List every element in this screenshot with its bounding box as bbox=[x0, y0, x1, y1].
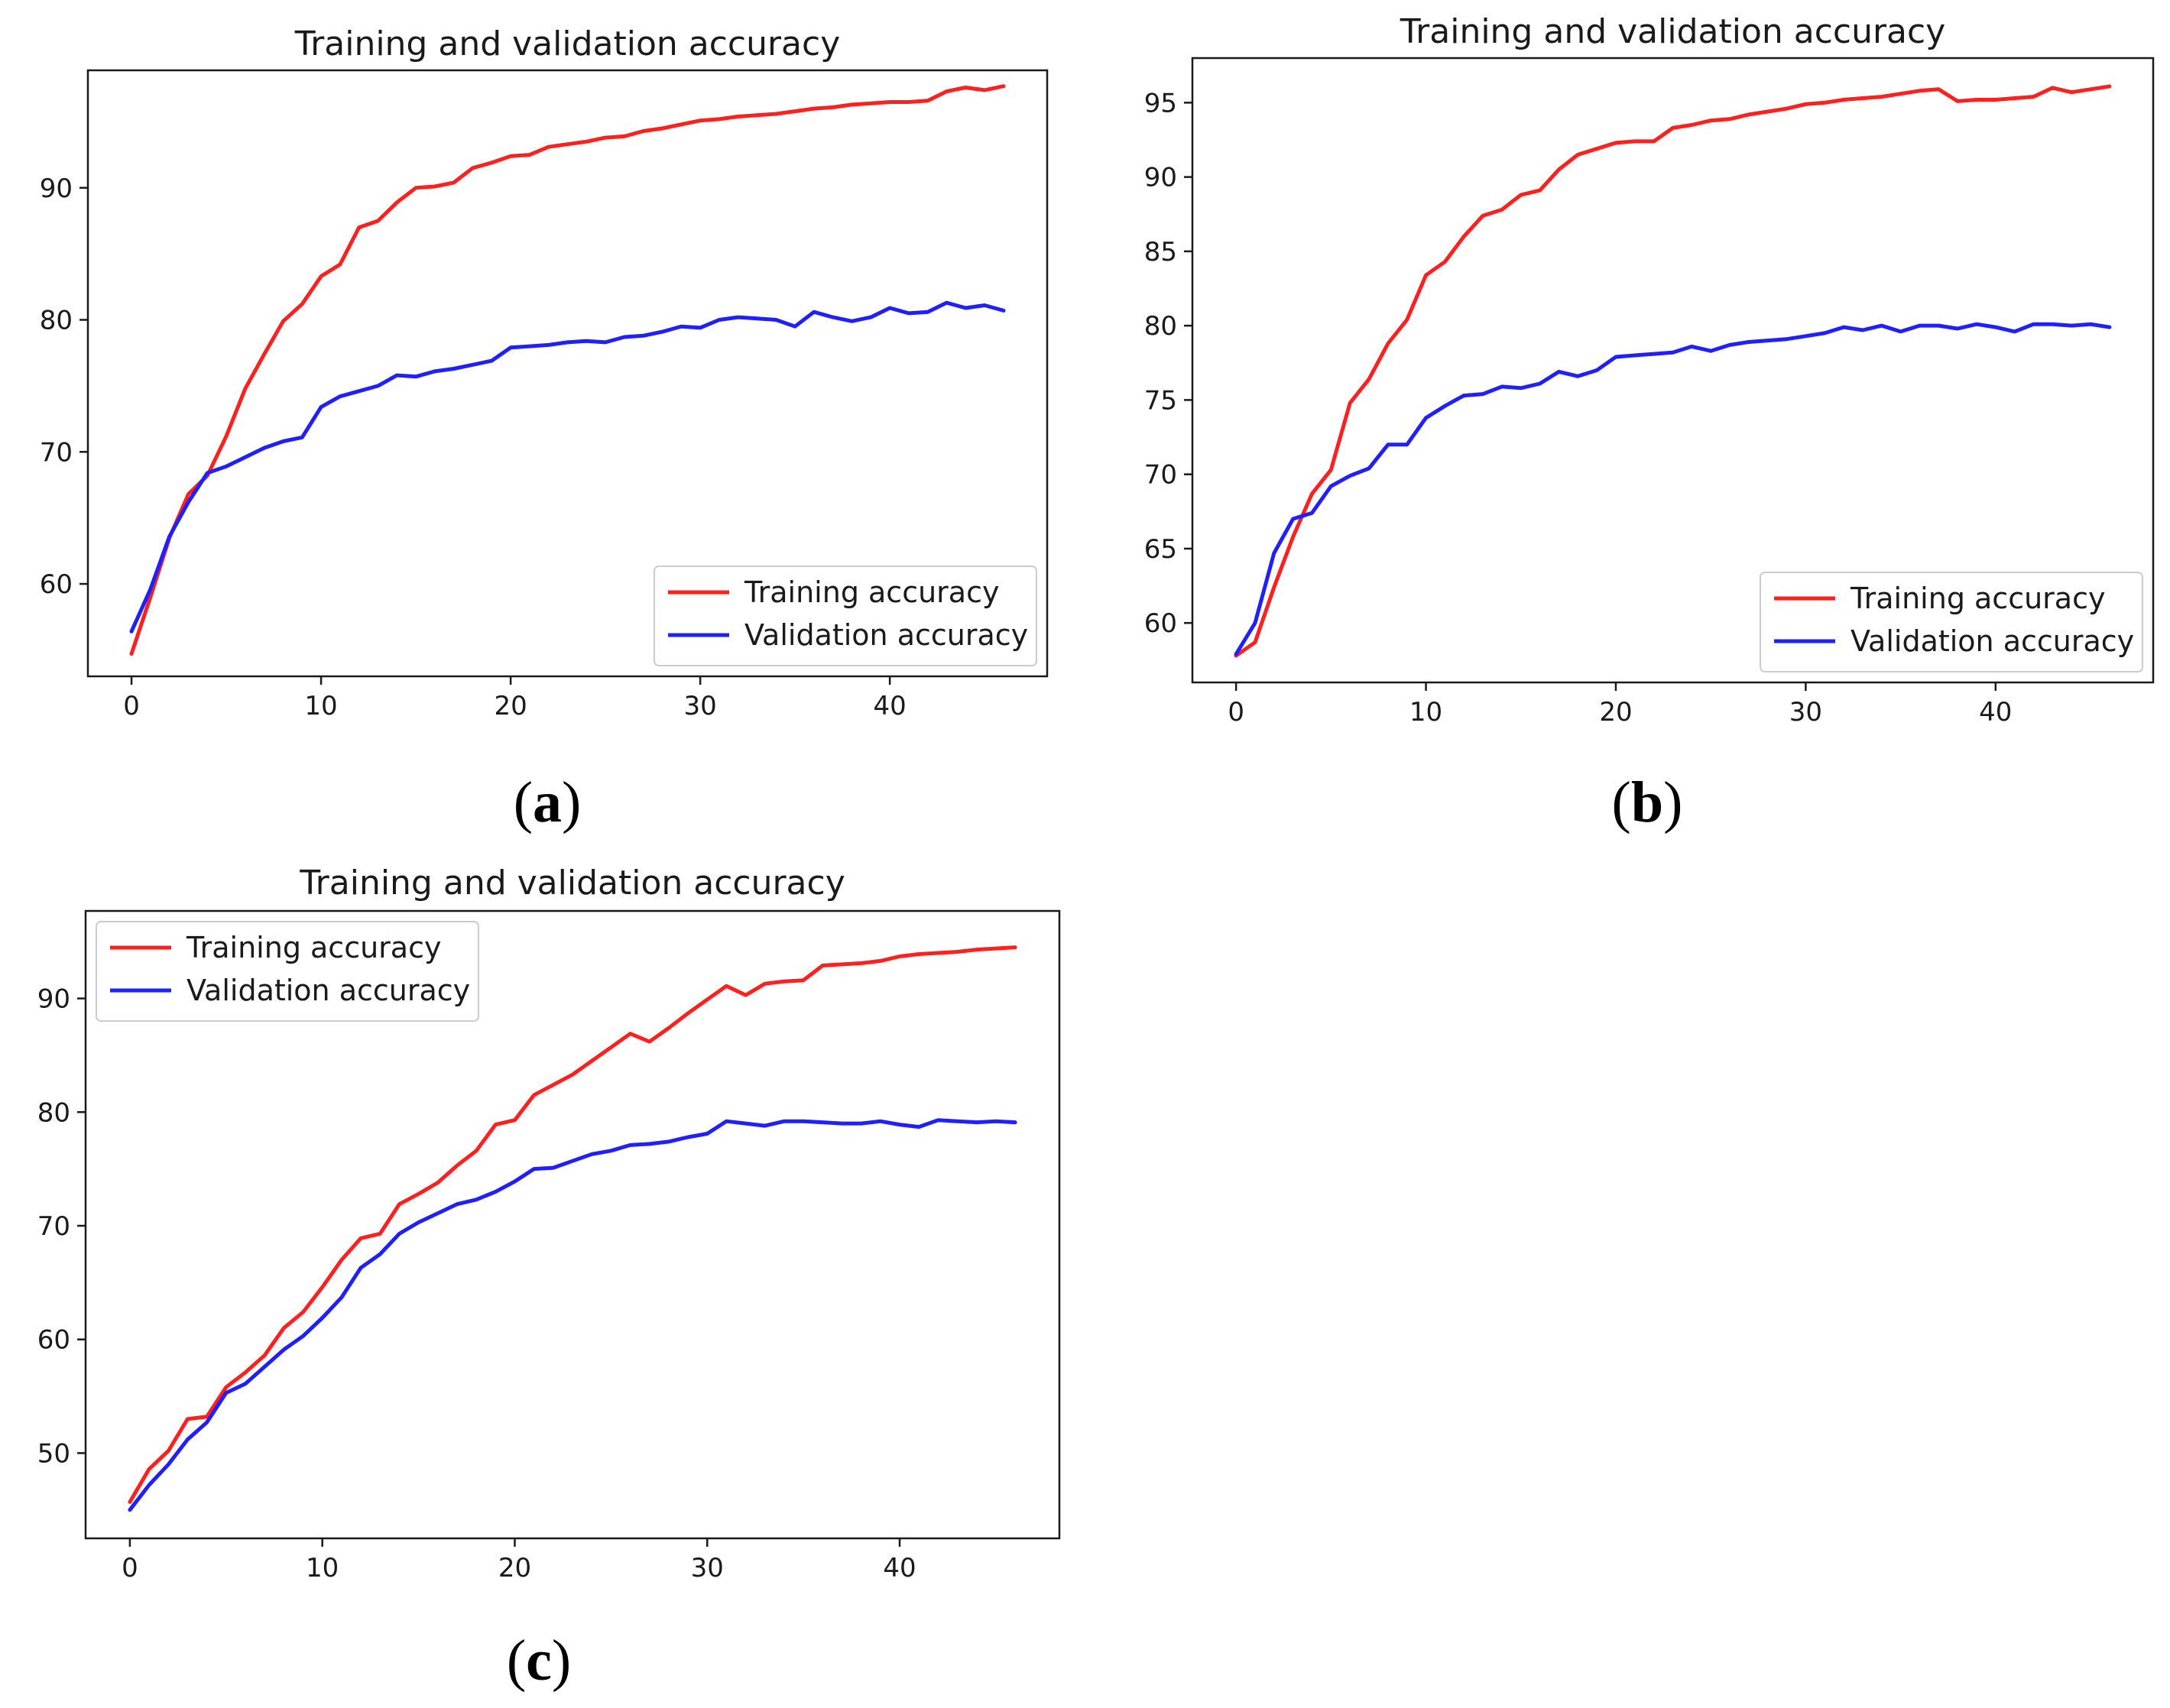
chart-panel-a: Training and validation accuracy 0 10 20 30 4… bbox=[40, 24, 1049, 835]
legend-label: Validation accuracy bbox=[1851, 624, 2134, 658]
x-tick-label: 30 bbox=[683, 691, 716, 721]
legend: Training accuracy Validation accuracy bbox=[1760, 572, 2143, 673]
panel-label-letter: c bbox=[526, 1629, 552, 1693]
panel-label-close-paren: ) bbox=[562, 770, 581, 835]
series-line-validation bbox=[129, 300, 1006, 634]
legend-box bbox=[96, 921, 479, 1022]
y-tick-label: 70 bbox=[40, 437, 73, 468]
y-tick-label: 50 bbox=[37, 1438, 70, 1469]
y-tick-label: 95 bbox=[1144, 88, 1177, 118]
legend-label: Training accuracy bbox=[186, 931, 441, 964]
panel-label-letter: b bbox=[1631, 770, 1663, 835]
y-tick-label: 90 bbox=[37, 984, 70, 1015]
legend: Training accuracy Validation accuracy bbox=[654, 566, 1037, 666]
panel-label: (c) bbox=[507, 1629, 571, 1693]
panel-label: (b) bbox=[1612, 770, 1683, 835]
y-tick-label: 75 bbox=[1144, 385, 1177, 416]
panel-label: (a) bbox=[514, 770, 582, 835]
legend-box bbox=[654, 566, 1037, 666]
x-tick-label: 20 bbox=[498, 1553, 531, 1583]
y-tick-label: 90 bbox=[40, 173, 73, 204]
panel-label-close-paren: ) bbox=[552, 1629, 571, 1693]
panel-label-close-paren: ) bbox=[1663, 770, 1682, 835]
legend-label: Training accuracy bbox=[744, 575, 999, 609]
x-tick-label: 10 bbox=[1409, 697, 1442, 728]
y-tick-label: 80 bbox=[1144, 311, 1177, 342]
x-tick-label: 30 bbox=[691, 1553, 724, 1583]
chart-panel-b: Training and validation accuracy 0 10 20 30 4… bbox=[1144, 12, 2155, 835]
plot-frame bbox=[84, 909, 1061, 1540]
panel-label-letter: a bbox=[533, 770, 562, 835]
x-tick-label: 20 bbox=[494, 691, 527, 721]
y-tick-label: 90 bbox=[1144, 163, 1177, 193]
y-tick-label: 85 bbox=[1144, 237, 1177, 267]
x-tick-label: 10 bbox=[304, 691, 337, 721]
x-tick-label: 10 bbox=[306, 1553, 339, 1583]
x-tick-label: 0 bbox=[123, 691, 140, 721]
y-tick-label: 60 bbox=[1144, 608, 1177, 639]
panel-label-open-paren: ( bbox=[514, 770, 533, 835]
legend-label: Validation accuracy bbox=[744, 618, 1028, 652]
panel-label-open-paren: ( bbox=[1612, 770, 1631, 835]
y-tick-label: 60 bbox=[40, 569, 73, 600]
series-line-validation bbox=[1234, 322, 2112, 656]
y-tick-label: 80 bbox=[40, 306, 73, 336]
y-tick-label: 70 bbox=[37, 1211, 70, 1242]
y-tick-label: 80 bbox=[37, 1097, 70, 1128]
legend-box bbox=[1760, 572, 2143, 673]
y-tick-label: 70 bbox=[1144, 460, 1177, 491]
x-tick-label: 0 bbox=[122, 1553, 138, 1583]
legend-label: Training accuracy bbox=[1850, 582, 2105, 615]
y-tick-label: 65 bbox=[1144, 534, 1177, 565]
chart-title: Training and validation accuracy bbox=[294, 24, 841, 63]
chart-title: Training and validation accuracy bbox=[299, 864, 845, 903]
chart-panel-c: Training and validation accuracy 0 10 20 30 4… bbox=[37, 864, 1061, 1693]
series-line-training bbox=[128, 945, 1017, 1504]
x-tick-label: 0 bbox=[1228, 697, 1244, 728]
y-tick-label: 60 bbox=[37, 1325, 70, 1356]
legend-label: Validation accuracy bbox=[187, 974, 470, 1007]
x-tick-label: 20 bbox=[1599, 697, 1632, 728]
plot-frame bbox=[86, 69, 1049, 678]
x-tick-label: 40 bbox=[874, 691, 907, 721]
chart-title: Training and validation accuracy bbox=[1400, 12, 1946, 51]
plot-frame bbox=[1191, 57, 2155, 684]
series-line-training bbox=[1234, 84, 2112, 658]
x-tick-label: 30 bbox=[1789, 697, 1822, 728]
series-line-validation bbox=[128, 1118, 1017, 1512]
x-tick-label: 40 bbox=[883, 1553, 916, 1583]
x-tick-label: 40 bbox=[1979, 697, 2012, 728]
series-line-training bbox=[129, 84, 1006, 656]
panel-label-open-paren: ( bbox=[507, 1629, 526, 1693]
legend: Training accuracy Validation accuracy bbox=[96, 921, 479, 1022]
